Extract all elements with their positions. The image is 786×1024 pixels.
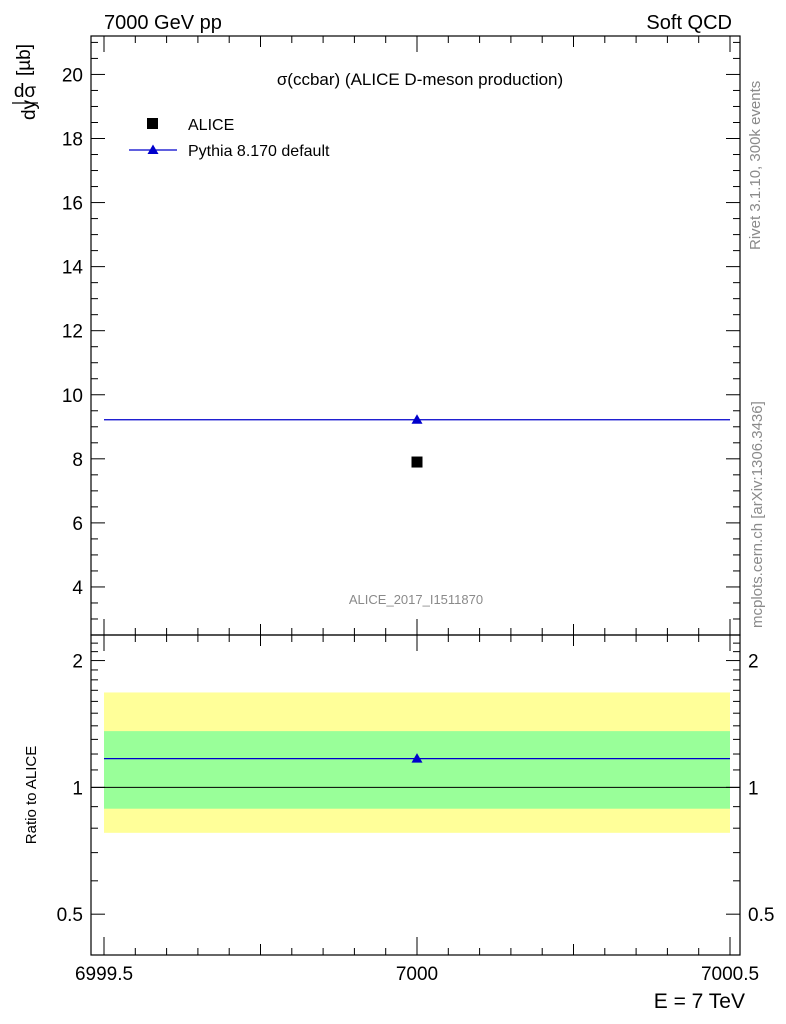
header-right: Soft QCD bbox=[646, 12, 732, 34]
legend-alice-label: ALICE bbox=[188, 117, 234, 134]
x-tick-label: 7000.5 bbox=[701, 964, 759, 985]
legend-alice-marker bbox=[147, 118, 158, 129]
legend-pythia-label: Pythia 8.170 default bbox=[188, 143, 330, 160]
x-ticks: 6999.5 7000 7000.5 bbox=[75, 36, 759, 985]
upper-panel: σ(ccbar) (ALICE D-meson production) ALIC… bbox=[12, 35, 741, 636]
pythia-ratio-point bbox=[411, 753, 423, 763]
ylabel-unit: [µb] bbox=[14, 44, 35, 76]
lower-y-tick-label-left: 2 bbox=[72, 652, 83, 673]
analysis-watermark: ALICE_2017_I1511870 bbox=[349, 592, 483, 607]
x-tick-label: 7000 bbox=[396, 964, 438, 985]
upper-y-tick-label: 16 bbox=[62, 194, 83, 215]
lower-y-axis-label: Ratio to ALICE bbox=[23, 746, 40, 844]
band-inner bbox=[104, 731, 730, 809]
x-axis-label: E = 7 TeV bbox=[654, 990, 745, 1013]
upper-y-axis-label: dσ dy [µb] bbox=[12, 44, 40, 120]
lower-y-tick-label-right: 1 bbox=[748, 778, 759, 799]
mcplots-label: mcplots.cern.ch [arXiv:1306.3436] bbox=[749, 401, 766, 628]
upper-y-tick-label: 20 bbox=[62, 65, 83, 86]
upper-y-tick-label: 6 bbox=[72, 514, 83, 535]
legend: ALICE Pythia 8.170 default bbox=[129, 117, 330, 160]
upper-y-tick-label: 12 bbox=[62, 322, 83, 343]
uncertainty-bands bbox=[104, 692, 730, 833]
pythia-point bbox=[411, 414, 423, 424]
rivet-label: Rivet 3.1.10, 300k events bbox=[747, 81, 764, 250]
upper-y-tick-label: 14 bbox=[62, 258, 84, 279]
upper-y-tick-label: 4 bbox=[72, 578, 83, 599]
alice-point bbox=[411, 456, 423, 468]
upper-y-tick-label: 10 bbox=[62, 386, 83, 407]
x-tick-label: 6999.5 bbox=[75, 964, 133, 985]
legend-pythia-marker bbox=[147, 144, 159, 154]
lower-y-tick-label-right: 0.5 bbox=[748, 905, 774, 926]
ylabel-denominator: dy bbox=[19, 99, 40, 120]
lower-series bbox=[91, 753, 740, 788]
lower-y-tick-label-left: 1 bbox=[72, 778, 83, 799]
upper-y-ticks: 4 6 8 10 12 14 16 18 20 bbox=[62, 41, 740, 620]
upper-y-tick-label: 8 bbox=[72, 450, 83, 471]
lower-y-tick-label-right: 2 bbox=[748, 652, 759, 673]
ylabel-numerator: dσ bbox=[14, 81, 37, 102]
lower-y-ticks: 0.5 0.5 1 1 2 2 bbox=[57, 642, 774, 926]
upper-series bbox=[104, 414, 730, 468]
lower-y-tick-label-left: 0.5 bbox=[57, 905, 83, 926]
lower-frame bbox=[90, 634, 741, 956]
chart-title: σ(ccbar) (ALICE D-meson production) bbox=[277, 70, 563, 89]
lower-panel: 0.5 0.51 12 2 6999.5 7000 7000.5 Ratio to ALI… bbox=[23, 36, 774, 1013]
header-left: 7000 GeV pp bbox=[104, 12, 222, 34]
upper-y-tick-label: 18 bbox=[62, 130, 83, 151]
